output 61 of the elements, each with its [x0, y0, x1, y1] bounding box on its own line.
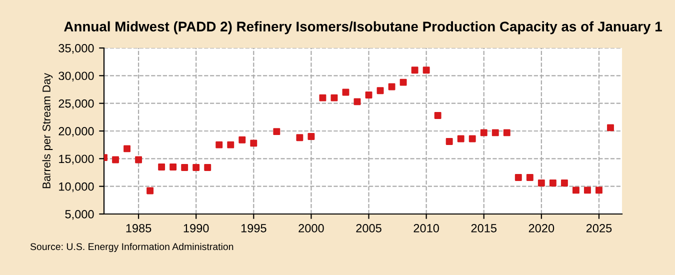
- point: [250, 140, 258, 147]
- point: [388, 83, 396, 90]
- point: [549, 180, 556, 186]
- point: [354, 98, 361, 106]
- y-tick-label: 35,000: [58, 44, 94, 54]
- x-tick-label: 1985: [126, 224, 152, 232]
- y-tick-label: 30,000: [58, 72, 94, 82]
- y-tick-label: 5,000: [65, 210, 94, 220]
- y-axis-title: Barrels per Stream Day: [42, 72, 53, 188]
- point: [457, 135, 464, 142]
- x-tick-label: 1990: [184, 224, 209, 232]
- point: [468, 135, 476, 142]
- point: [411, 66, 418, 74]
- point: [330, 94, 338, 102]
- point: [446, 138, 453, 145]
- source-note: Source: U.S. Energy Information Administration: [30, 242, 234, 252]
- point: [492, 129, 499, 136]
- point: [170, 163, 177, 170]
- y-tick-label: 15,000: [59, 154, 94, 164]
- point: [514, 174, 522, 181]
- point: [526, 174, 534, 181]
- point: [273, 128, 280, 136]
- point: [572, 186, 580, 194]
- point: [560, 180, 568, 186]
- point: [112, 156, 119, 164]
- point: [538, 180, 545, 186]
- point: [584, 186, 591, 194]
- point: [596, 186, 602, 194]
- point: [181, 164, 188, 171]
- point: [238, 136, 246, 144]
- point: [308, 133, 315, 140]
- point: [607, 124, 614, 132]
- point: [227, 141, 234, 148]
- point: [365, 92, 372, 99]
- point: [503, 129, 510, 136]
- point: [192, 164, 200, 171]
- point: [422, 66, 430, 74]
- point: [216, 141, 223, 148]
- y-tick-label: 25,000: [58, 99, 94, 110]
- x-tick-label: 2020: [528, 224, 554, 232]
- point: [204, 164, 212, 171]
- x-tick-label: 2000: [298, 224, 324, 232]
- point: [146, 187, 154, 194]
- point: [342, 88, 350, 96]
- point: [400, 78, 407, 86]
- point: [480, 129, 488, 136]
- chart-title: Annual Midwest (PADD 2) Refinery Isomers/Isobutane Production Capacity as of January 1: [64, 21, 662, 34]
- point: [124, 145, 130, 152]
- point: [135, 156, 142, 164]
- x-tick-label: 1995: [241, 224, 266, 232]
- point: [296, 134, 304, 142]
- point: [376, 87, 384, 94]
- x-tick-label: 2025: [586, 224, 612, 232]
- x-tick-label: 2015: [471, 224, 497, 232]
- x-tick-label: 2010: [414, 224, 439, 232]
- point: [158, 163, 166, 170]
- y-tick-label: 20,000: [58, 127, 94, 137]
- x-tick-label: 2005: [356, 224, 382, 232]
- point: [434, 112, 442, 119]
- point: [319, 94, 326, 102]
- y-tick-label: 10,000: [59, 182, 94, 192]
